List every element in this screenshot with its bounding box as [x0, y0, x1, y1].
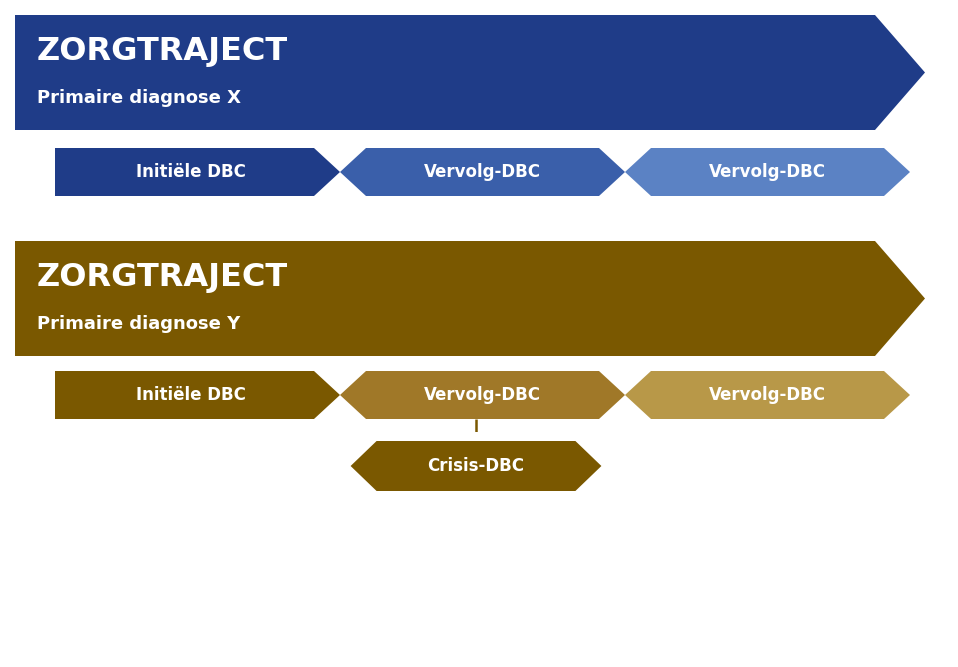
Polygon shape [625, 148, 910, 196]
Polygon shape [15, 15, 925, 130]
Text: ZORGTRAJECT: ZORGTRAJECT [37, 36, 288, 67]
Text: Primaire diagnose Y: Primaire diagnose Y [37, 315, 240, 333]
Text: Vervolg-DBC: Vervolg-DBC [709, 386, 826, 404]
Polygon shape [625, 371, 910, 419]
Polygon shape [55, 371, 340, 419]
Text: Initiële DBC: Initiële DBC [136, 163, 246, 181]
Text: Initiële DBC: Initiële DBC [136, 386, 246, 404]
Polygon shape [55, 148, 340, 196]
Polygon shape [15, 241, 925, 356]
Polygon shape [340, 371, 625, 419]
Text: ZORGTRAJECT: ZORGTRAJECT [37, 262, 288, 293]
Polygon shape [340, 148, 625, 196]
Text: Primaire diagnose X: Primaire diagnose X [37, 89, 241, 107]
Text: Vervolg-DBC: Vervolg-DBC [424, 386, 541, 404]
Polygon shape [351, 441, 602, 491]
Text: Vervolg-DBC: Vervolg-DBC [424, 163, 541, 181]
Text: Vervolg-DBC: Vervolg-DBC [709, 163, 826, 181]
Text: Crisis-DBC: Crisis-DBC [427, 457, 524, 475]
